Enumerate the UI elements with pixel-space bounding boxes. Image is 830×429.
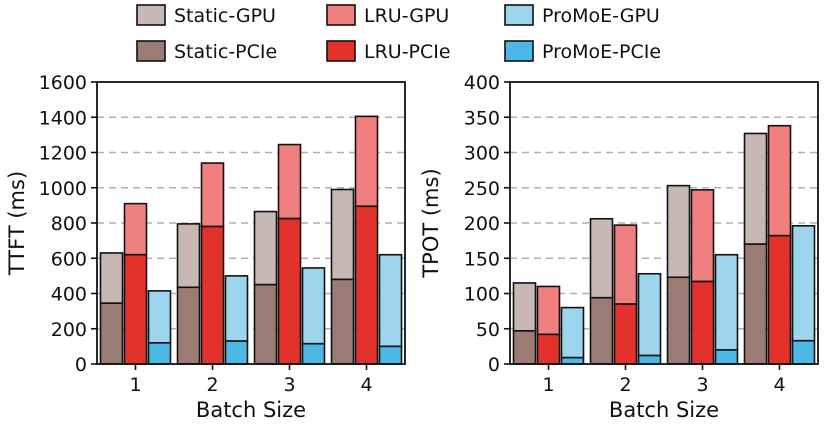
bar-static-gpu-batch-1	[512, 282, 537, 332]
bar-static-gpu-batch-3	[666, 184, 691, 279]
bar-lru-gpu-batch-4	[354, 115, 379, 208]
y-tick-label: 1000	[39, 178, 87, 200]
y-tick-label: 200	[464, 213, 500, 235]
y-tick-label: 600	[51, 248, 87, 270]
bar-promoe-pcie-batch-1	[560, 356, 585, 365]
bar-promoe-gpu-batch-1	[147, 290, 172, 344]
bar-lru-gpu-batch-3	[277, 143, 302, 220]
bar-static-pcie-batch-3	[253, 283, 278, 365]
legend-swatch-lru-pcie	[326, 40, 356, 62]
bar-static-pcie-batch-4	[743, 243, 768, 365]
x-tick-label: 2	[619, 374, 631, 396]
bar-lru-pcie-batch-2	[200, 225, 225, 365]
bar-promoe-gpu-batch-2	[637, 272, 662, 357]
y-tick-label: 0	[488, 354, 500, 376]
legend-swatch-static-gpu	[136, 4, 166, 26]
bar-lru-gpu-batch-2	[200, 162, 225, 228]
x-axis-label: Batch Size	[196, 398, 306, 422]
y-axis-label: TTFT (ms)	[5, 171, 29, 276]
bar-promoe-pcie-batch-1	[147, 342, 172, 365]
legend-swatch-static-pcie	[136, 40, 166, 62]
y-tick-label: 1400	[39, 107, 87, 129]
x-tick-label: 3	[696, 374, 708, 396]
y-tick-label: 50	[476, 319, 500, 341]
y-tick-label: 200	[51, 319, 87, 341]
y-tick-label: 1200	[39, 143, 87, 165]
legend-swatch-promoe-gpu	[504, 4, 534, 26]
bar-lru-pcie-batch-1	[536, 333, 561, 365]
y-tick-label: 250	[464, 178, 500, 200]
bar-promoe-gpu-batch-1	[560, 306, 585, 359]
bar-static-gpu-batch-4	[743, 132, 768, 245]
y-axis-label: TPOT (ms)	[419, 168, 443, 278]
x-tick-label: 2	[206, 374, 218, 396]
bar-promoe-pcie-batch-4	[791, 339, 816, 365]
x-tick-label: 1	[542, 374, 554, 396]
y-tick-label: 150	[464, 248, 500, 270]
bar-static-pcie-batch-3	[666, 276, 691, 365]
bar-promoe-gpu-batch-2	[224, 275, 249, 342]
bar-lru-gpu-batch-1	[536, 285, 561, 336]
legend: Static-GPU LRU-GPU ProMoE-GPU Static-PCIe LR…	[136, 4, 661, 63]
bar-promoe-pcie-batch-4	[378, 345, 403, 365]
bar-lru-gpu-batch-4	[767, 124, 792, 237]
legend-label-static-gpu: Static-GPU	[174, 5, 276, 27]
x-tick-label: 4	[773, 374, 785, 396]
legend-label-promoe-gpu: ProMoE-GPU	[542, 5, 660, 27]
bar-static-pcie-batch-2	[176, 286, 201, 365]
legend-swatch-promoe-pcie	[504, 40, 534, 62]
y-tick-label: 400	[51, 284, 87, 306]
bar-promoe-pcie-batch-2	[224, 340, 249, 365]
bar-static-gpu-batch-2	[589, 217, 614, 299]
y-tick-label: 400	[464, 72, 500, 94]
y-tick-label: 800	[51, 213, 87, 235]
bar-promoe-pcie-batch-3	[714, 349, 739, 365]
legend-label-lru-pcie: LRU-PCIe	[364, 41, 451, 63]
tpot-chart-panel: 1 2 3 4 0 50 100 150 200 250 300 350 400 Batch Size TP…	[419, 72, 819, 422]
bar-promoe-pcie-batch-3	[301, 342, 326, 365]
bar-lru-gpu-batch-2	[613, 224, 638, 305]
y-tick-label: 100	[464, 284, 500, 306]
ttft-chart-panel: 1 2 3 4 0 200 400 600 800 1000 1200 1400 1600 Batch S…	[5, 72, 406, 422]
legend-label-lru-gpu: LRU-GPU	[364, 5, 449, 27]
bar-lru-pcie-batch-1	[123, 253, 148, 365]
y-tick-label: 350	[464, 107, 500, 129]
y-tick-label: 1600	[39, 72, 87, 94]
bar-static-gpu-batch-1	[99, 252, 124, 304]
bar-promoe-gpu-batch-3	[301, 267, 326, 345]
y-tick-label: 0	[75, 354, 87, 376]
x-tick-label: 4	[360, 374, 372, 396]
bar-lru-gpu-batch-1	[123, 202, 148, 256]
bar-static-pcie-batch-4	[330, 278, 355, 365]
bar-promoe-pcie-batch-2	[637, 354, 662, 365]
legend-label-promoe-pcie: ProMoE-PCIe	[542, 41, 661, 63]
bar-promoe-gpu-batch-3	[714, 253, 739, 351]
bar-lru-pcie-batch-3	[690, 280, 715, 365]
plot-frame	[509, 81, 819, 365]
x-axis-label: Batch Size	[609, 398, 719, 422]
x-tick-label: 1	[129, 374, 141, 396]
legend-swatch-lru-gpu	[326, 4, 356, 26]
plot-frame	[96, 81, 406, 365]
legend-label-static-pcie: Static-PCIe	[174, 41, 277, 63]
bar-lru-pcie-batch-3	[277, 217, 302, 365]
y-tick-label: 300	[464, 143, 500, 165]
bar-static-gpu-batch-3	[253, 210, 278, 286]
bar-static-gpu-batch-2	[176, 223, 201, 289]
bar-static-gpu-batch-4	[330, 188, 355, 281]
bar-static-pcie-batch-2	[589, 296, 614, 365]
bar-static-pcie-batch-1	[99, 302, 124, 365]
bar-promoe-gpu-batch-4	[791, 225, 816, 342]
bar-lru-pcie-batch-4	[767, 234, 792, 365]
bar-lru-pcie-batch-2	[613, 303, 638, 365]
bar-lru-gpu-batch-3	[690, 189, 715, 283]
bar-promoe-gpu-batch-4	[378, 253, 403, 348]
bar-lru-pcie-batch-4	[354, 205, 379, 365]
x-tick-label: 3	[283, 374, 295, 396]
bar-static-pcie-batch-1	[512, 330, 537, 365]
